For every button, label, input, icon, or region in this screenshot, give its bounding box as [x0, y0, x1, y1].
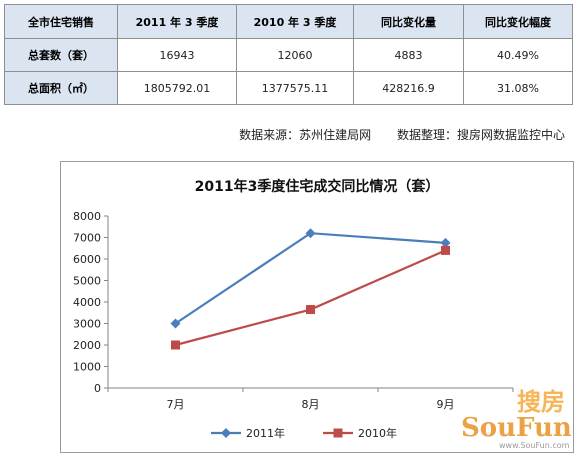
cell-area-change: 428216.9: [353, 71, 464, 105]
y-tick-label: 1000: [73, 361, 101, 374]
y-tick-label: 5000: [73, 275, 101, 288]
row-label-area: 总面积（㎡）: [4, 71, 118, 105]
cell-area-rate: 31.08%: [463, 71, 573, 105]
data-point-2011: [305, 228, 316, 239]
data-compiler-text: 数据整理：搜房网数据监控中心: [396, 128, 565, 142]
chart-title: 2011年3季度住宅成交同比情况（套）: [194, 179, 440, 195]
row-label-units: 总套数（套）: [4, 38, 118, 72]
data-point-2011: [440, 237, 451, 248]
data-source-text: 数据来源：苏州住建局网: [239, 128, 372, 142]
y-tick-label: 8000: [73, 210, 101, 223]
table-header-row: 全市住宅销售 2011 年 3 季度 2010 年 3 季度 同比变化量 同比变…: [4, 4, 573, 39]
table-row: 总套数（套） 16943 12060 4883 40.49%: [4, 38, 573, 72]
header-cell-yoy-rate: 同比变化幅度: [463, 4, 573, 39]
cell-area-2010: 1377575.11: [236, 71, 354, 105]
y-tick-label: 6000: [73, 253, 101, 266]
y-tick-label: 2000: [73, 339, 101, 352]
header-cell-yoy-change: 同比变化量: [353, 4, 464, 39]
header-cell-2011-q3: 2011 年 3 季度: [117, 4, 237, 39]
x-tick-label: 9月: [437, 398, 455, 411]
x-tick-label: 8月: [302, 398, 320, 411]
source-note: 数据来源：苏州住建局网 数据整理：搜房网数据监控中心: [239, 126, 565, 143]
legend-swatch-marker: [221, 428, 231, 438]
data-point-2010: [171, 340, 180, 350]
y-tick-label: 7000: [73, 232, 101, 245]
legend-label: 2011年: [246, 426, 285, 440]
header-cell-2010-q3: 2010 年 3 季度: [236, 4, 354, 39]
x-tick-label: 7月: [167, 398, 185, 411]
cell-area-2011: 1805792.01: [117, 71, 237, 105]
housing-sales-table: 全市住宅销售 2011 年 3 季度 2010 年 3 季度 同比变化量 同比变…: [4, 4, 573, 105]
cell-units-2010: 12060: [236, 38, 354, 72]
chart-plot: 0 1000 2000 3000 4000 5000 6000 7000 8000 7月 8月 9月 2…: [73, 210, 514, 440]
line-chart: 2011年3季度住宅成交同比情况（套） 0 1000 2000 3000 4000 500…: [60, 161, 574, 453]
cell-units-rate: 40.49%: [463, 38, 573, 72]
y-tick-label: 0: [94, 382, 101, 395]
data-point-2010: [306, 305, 315, 315]
y-tick-label: 4000: [73, 296, 101, 309]
data-point-2011: [170, 318, 181, 329]
header-cell-category: 全市住宅销售: [4, 4, 118, 39]
y-tick-label: 3000: [73, 318, 101, 331]
data-point-2010: [441, 245, 450, 255]
legend-label: 2010年: [358, 426, 397, 440]
cell-units-change: 4883: [353, 38, 464, 72]
table-row: 总面积（㎡） 1805792.01 1377575.11 428216.9 31…: [4, 71, 573, 105]
legend-swatch-marker: [333, 428, 343, 438]
cell-units-2011: 16943: [117, 38, 237, 72]
